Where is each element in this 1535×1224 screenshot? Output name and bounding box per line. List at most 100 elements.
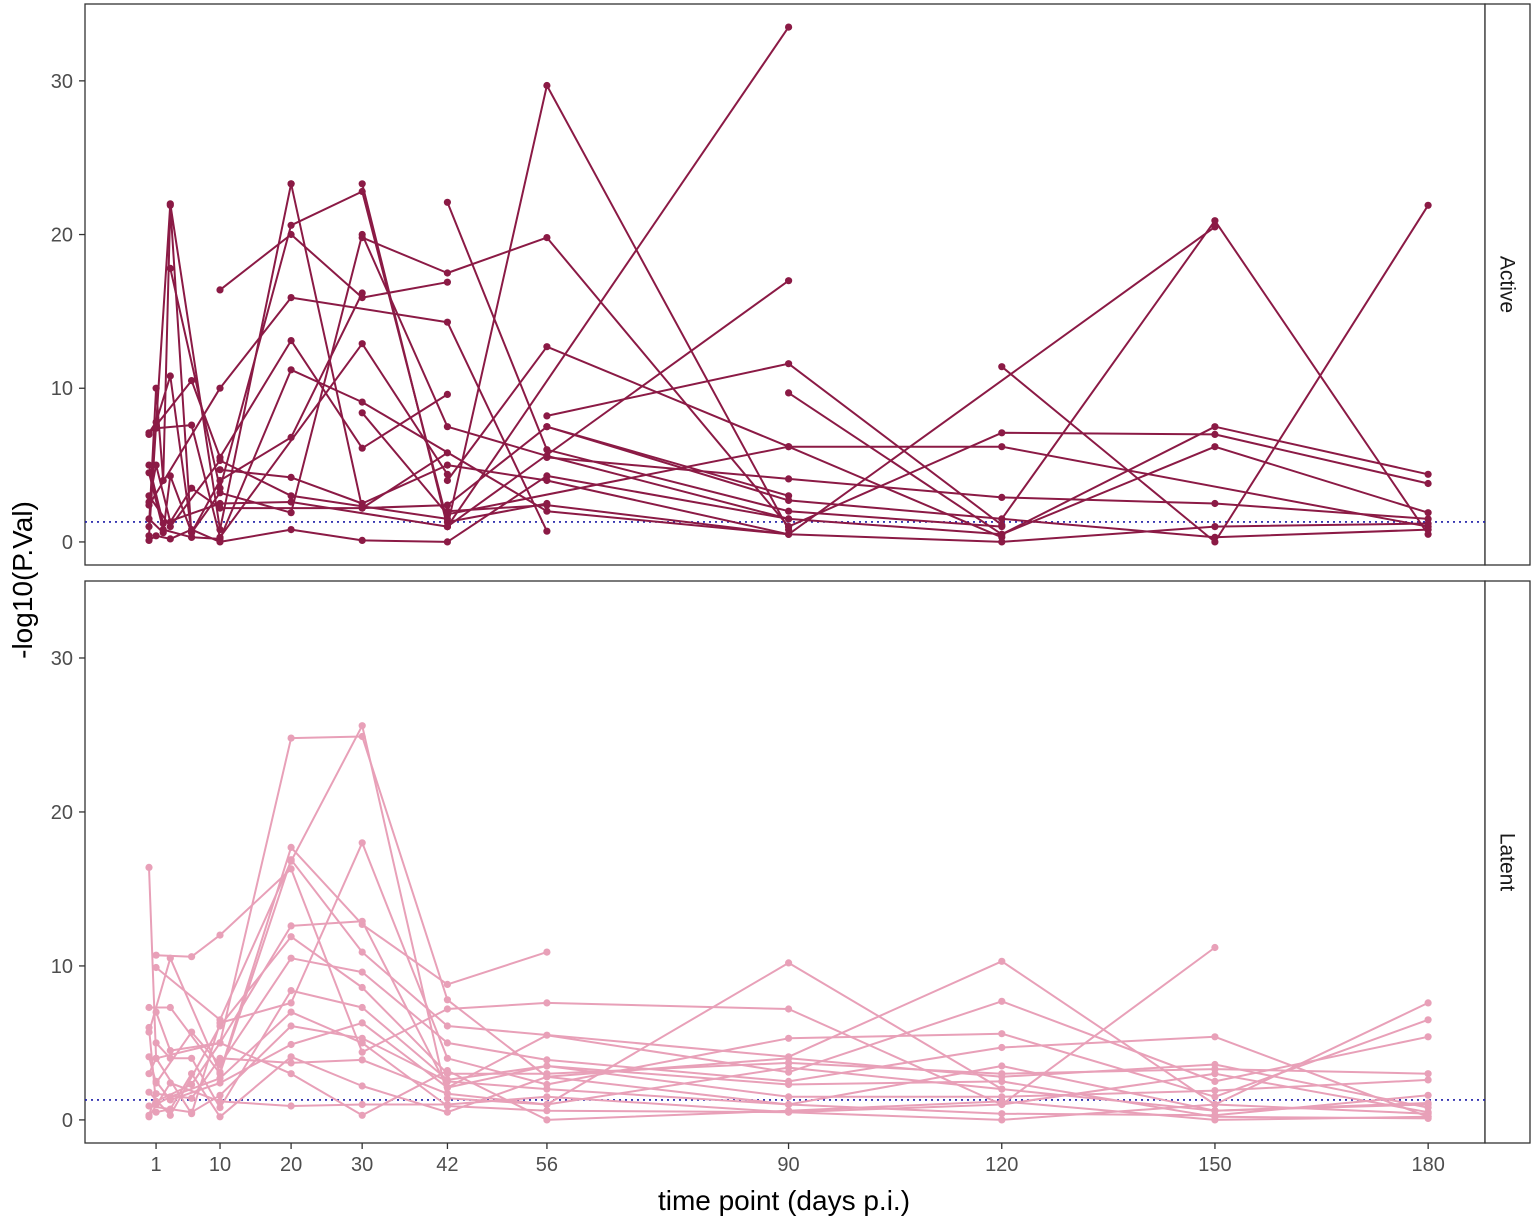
data-point <box>216 466 224 474</box>
data-point <box>145 1003 153 1012</box>
data-point <box>159 519 167 528</box>
data-point <box>287 1059 295 1067</box>
data-point <box>785 496 793 504</box>
data-point <box>216 1022 224 1030</box>
data-point <box>543 1073 551 1081</box>
data-point <box>998 1030 1006 1038</box>
x-tick-label: 120 <box>985 1154 1018 1176</box>
data-point <box>166 1093 174 1101</box>
data-point <box>358 983 366 992</box>
data-point <box>1424 1108 1432 1116</box>
data-point <box>443 1077 451 1085</box>
data-point <box>543 1116 551 1124</box>
data-point <box>443 1005 451 1013</box>
data-point <box>443 278 451 286</box>
data-point <box>358 444 366 452</box>
data-point <box>543 507 551 515</box>
data-point <box>543 1085 551 1093</box>
data-point <box>543 1107 551 1115</box>
data-point <box>216 476 224 485</box>
data-point <box>785 277 793 285</box>
data-point <box>287 999 295 1007</box>
series-line-7 <box>361 236 790 528</box>
data-point <box>358 504 366 512</box>
data-point <box>287 509 295 517</box>
data-point <box>188 1108 196 1116</box>
data-point <box>166 1054 174 1062</box>
data-point <box>159 529 167 537</box>
data-point <box>358 1019 366 1027</box>
x-tick-label: 30 <box>351 1154 373 1176</box>
data-point <box>166 535 174 543</box>
data-point <box>358 1056 366 1064</box>
data-point <box>1424 1099 1432 1107</box>
data-point <box>216 489 224 497</box>
data-point <box>785 1100 793 1109</box>
data-point <box>1211 1116 1219 1124</box>
data-point <box>358 230 366 239</box>
panel-latent: Latent 0 10 20 30 <box>51 580 1531 1144</box>
data-point <box>443 1108 451 1116</box>
series-line-30 <box>447 226 1216 536</box>
data-point <box>543 527 551 535</box>
data-point <box>443 449 451 457</box>
data-point <box>543 1093 551 1101</box>
data-point <box>543 501 551 509</box>
data-point <box>543 476 551 485</box>
data-point <box>998 997 1006 1005</box>
data-point <box>443 1022 451 1030</box>
data-point <box>785 523 793 531</box>
data-point <box>287 180 295 188</box>
facet-strip-label: Latent <box>1496 833 1519 892</box>
data-point <box>1211 1087 1219 1095</box>
x-tick-label: 90 <box>777 1154 799 1176</box>
data-point <box>188 953 196 961</box>
x-tick-label: 42 <box>436 1154 458 1176</box>
series-line-24 <box>148 368 789 540</box>
data-point <box>166 1105 174 1113</box>
series-line-13 <box>148 339 448 459</box>
data-point <box>1211 1100 1219 1109</box>
data-point <box>216 456 224 465</box>
data-point <box>443 501 451 509</box>
data-point <box>1211 1077 1219 1085</box>
data-point <box>152 1039 160 1047</box>
data-point <box>543 412 551 420</box>
data-point <box>998 1077 1006 1085</box>
data-point <box>358 180 366 188</box>
data-point <box>287 1040 295 1049</box>
data-point <box>785 1093 793 1101</box>
data-point <box>1211 1070 1219 1078</box>
data-point <box>287 987 295 995</box>
data-point <box>216 931 224 939</box>
data-point <box>443 198 451 206</box>
data-point <box>152 1108 160 1116</box>
data-point <box>358 1082 366 1090</box>
data-point <box>358 839 366 847</box>
data-point <box>785 1005 793 1013</box>
data-point <box>287 856 295 864</box>
data-point <box>1424 999 1432 1007</box>
data-point <box>166 1047 174 1055</box>
x-tick-label: 20 <box>280 1154 302 1176</box>
data-point <box>1211 423 1219 431</box>
data-point <box>1424 1091 1432 1099</box>
data-point <box>152 1100 160 1109</box>
data-point <box>358 1111 366 1119</box>
data-point <box>998 957 1006 965</box>
data-point <box>216 1054 224 1062</box>
data-point <box>152 1054 160 1062</box>
data-point <box>166 201 174 209</box>
data-point <box>152 532 160 540</box>
data-point <box>358 948 366 956</box>
data-point <box>998 1070 1006 1078</box>
data-point <box>543 343 551 351</box>
data-point <box>1424 470 1432 478</box>
data-point <box>287 433 295 441</box>
data-point <box>358 1003 366 1012</box>
data-point <box>166 1079 174 1087</box>
y-tick-label: 30 <box>51 648 73 670</box>
series-line-29 <box>546 425 1429 539</box>
data-point <box>145 1088 153 1096</box>
data-point <box>998 530 1006 538</box>
